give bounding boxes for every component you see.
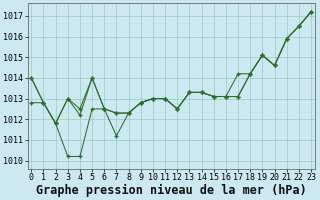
X-axis label: Graphe pression niveau de la mer (hPa): Graphe pression niveau de la mer (hPa): [36, 183, 307, 197]
